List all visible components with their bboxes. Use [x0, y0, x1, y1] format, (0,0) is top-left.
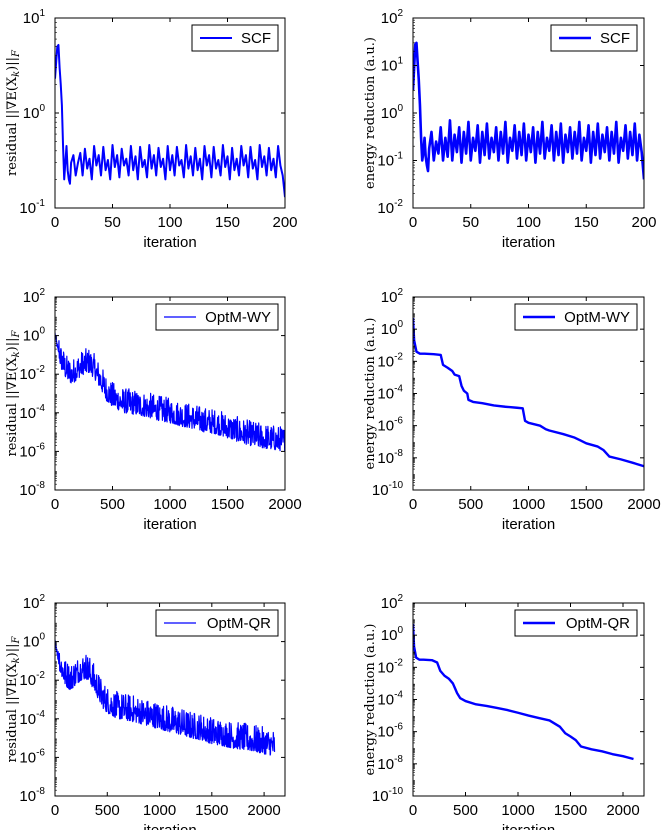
- y-tick-label: 10-2: [377, 198, 403, 217]
- y-axis-label: energy reduction (a.u.): [363, 318, 378, 470]
- y-tick-label: 100: [381, 103, 404, 122]
- x-tick-label: 1000: [501, 802, 534, 819]
- x-tick-label: 500: [453, 802, 478, 819]
- chart-panel-optm-wy-residual: 0 500 1000 1500 2000 10-8 10-6 10-4 10-2 100 102 it…: [5, 287, 302, 533]
- x-tick-label: 200: [272, 214, 297, 231]
- chart-panel-scf-energy: 0 50 100 150 200 10-2 10-1 100 101 102 iteration en…: [363, 8, 657, 251]
- y-tick-label: 100: [23, 632, 46, 651]
- y-tick-label: 10-6: [19, 747, 45, 766]
- x-axis-label: iteration: [502, 234, 555, 251]
- x-tick-label: 0: [51, 496, 59, 513]
- legend-label: OptM-QR: [207, 615, 271, 632]
- legend-label: SCF: [600, 30, 630, 47]
- legend-box: [550, 24, 638, 52]
- legend-label: OptM-QR: [566, 615, 630, 632]
- x-tick-label: 100: [516, 214, 541, 231]
- x-tick-label: 1500: [570, 496, 603, 513]
- x-tick-label: 0: [409, 496, 417, 513]
- y-axis-label: residual ||∇E(Xk)||F: [5, 49, 22, 176]
- y-tick-label: 10-8: [377, 448, 403, 467]
- x-tick-label: 500: [95, 802, 120, 819]
- y-axis-label: residual ||∇E(Xk)||F: [5, 329, 22, 456]
- x-tick-label: 100: [157, 214, 182, 231]
- y-tick-label: 10-8: [19, 786, 45, 805]
- chart-panel-scf-residual: 0 50 100 150 200 10-1 100 101 iteration residual …: [5, 8, 298, 251]
- x-tick-label: 500: [458, 496, 483, 513]
- y-tick-label: 10-1: [19, 198, 45, 217]
- y-axis-label: residual ||∇E(Xk)||F: [5, 635, 22, 762]
- x-tick-label: 1000: [143, 802, 176, 819]
- y-tick-label: 102: [23, 593, 46, 612]
- chart-panel-optm-qr-residual: 0 500 1000 1500 2000 10-8 10-6 10-4 10-2 100 102 it…: [5, 593, 286, 830]
- y-axis-label: energy reduction (a.u.): [363, 37, 378, 189]
- y-tick-label: 10-10: [372, 786, 404, 805]
- y-tick-label: 10-4: [19, 403, 45, 422]
- data-line-optm-wy: [413, 317, 644, 468]
- x-tick-label: 1500: [554, 802, 587, 819]
- y-tick-label: 102: [381, 287, 404, 306]
- data-line-optm-wy: [55, 332, 285, 452]
- x-tick-label: 0: [409, 214, 417, 231]
- y-tick-label: 10-2: [19, 670, 45, 689]
- y-tick-label: 10-8: [19, 480, 45, 499]
- x-tick-label: 2000: [627, 496, 660, 513]
- legend-label: OptM-WY: [564, 309, 630, 326]
- x-tick-label: 200: [631, 214, 656, 231]
- y-tick-label: 10-6: [377, 416, 403, 435]
- x-tick-label: 50: [104, 214, 121, 231]
- x-tick-label: 150: [574, 214, 599, 231]
- x-axis-label: iteration: [143, 234, 196, 251]
- legend-label: SCF: [241, 30, 271, 47]
- y-tick-label: 10-10: [372, 480, 404, 499]
- x-tick-label: 2000: [606, 802, 639, 819]
- x-tick-label: 2000: [268, 496, 301, 513]
- x-axis-label: iteration: [502, 822, 555, 830]
- x-tick-label: 1000: [512, 496, 545, 513]
- x-tick-label: 0: [51, 214, 59, 231]
- y-tick-label: 101: [381, 56, 404, 75]
- y-tick-label: 10-1: [377, 151, 403, 170]
- x-tick-label: 50: [462, 214, 479, 231]
- y-tick-label: 10-8: [377, 754, 403, 773]
- x-axis-label: iteration: [143, 516, 196, 533]
- x-tick-label: 0: [409, 802, 417, 819]
- y-tick-label: 10-2: [377, 657, 403, 676]
- x-axis-label: iteration: [143, 822, 196, 830]
- y-tick-label: 10-4: [377, 384, 403, 403]
- chart-panel-optm-qr-energy: 0 500 1000 1500 2000 10-10 10-8 10-6 10-4 10-2 100…: [363, 593, 645, 830]
- x-tick-label: 1500: [211, 496, 244, 513]
- x-tick-label: 1500: [195, 802, 228, 819]
- data-line-optm-qr: [413, 623, 634, 761]
- x-tick-label: 0: [51, 802, 59, 819]
- x-tick-label: 150: [215, 214, 240, 231]
- x-tick-label: 500: [100, 496, 125, 513]
- data-line-scf: [413, 41, 644, 180]
- y-tick-label: 10-6: [19, 441, 45, 460]
- y-tick-label: 102: [381, 8, 404, 27]
- x-axis-label: iteration: [502, 516, 555, 533]
- y-tick-label: 100: [23, 326, 46, 345]
- axes-frame: [54, 602, 286, 797]
- y-tick-label: 100: [381, 319, 404, 338]
- y-axis-label: energy reduction (a.u.): [363, 624, 378, 776]
- y-tick-label: 10-4: [19, 709, 45, 728]
- data-line-optm-qr: [55, 639, 276, 756]
- legend-label: OptM-WY: [205, 309, 271, 326]
- y-tick-label: 100: [23, 103, 46, 122]
- y-tick-label: 10-4: [377, 690, 403, 709]
- chart-panel-optm-wy-energy: 0 500 1000 1500 2000 10-10 10-8 10-6 10-4 10-2 100…: [363, 287, 661, 533]
- y-tick-label: 102: [23, 287, 46, 306]
- x-tick-label: 2000: [247, 802, 280, 819]
- y-tick-label: 100: [381, 625, 404, 644]
- y-tick-label: 101: [23, 8, 46, 27]
- y-tick-label: 10-2: [377, 351, 403, 370]
- y-tick-label: 102: [381, 593, 404, 612]
- y-tick-label: 10-6: [377, 722, 403, 741]
- y-tick-label: 10-2: [19, 364, 45, 383]
- data-line-scf: [55, 43, 285, 198]
- x-tick-label: 1000: [153, 496, 186, 513]
